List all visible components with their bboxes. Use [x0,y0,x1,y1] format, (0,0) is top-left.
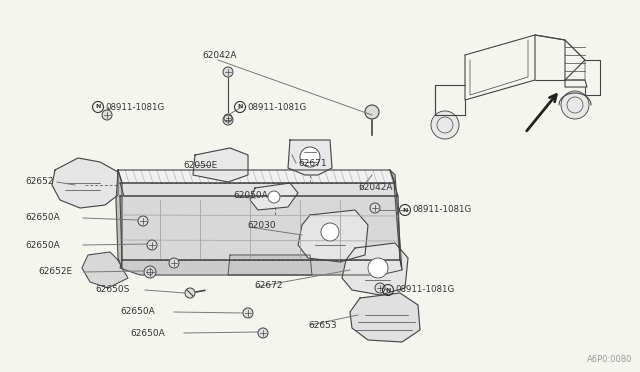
Polygon shape [350,293,420,342]
Polygon shape [116,170,122,268]
Circle shape [431,111,459,139]
Circle shape [144,266,156,278]
Circle shape [321,223,339,241]
Text: N: N [403,208,408,212]
Polygon shape [250,183,298,210]
Circle shape [138,216,148,226]
Polygon shape [120,260,402,275]
Text: 62650A: 62650A [120,308,155,317]
Text: 62652: 62652 [25,177,54,186]
Circle shape [102,110,112,120]
Text: N: N [237,105,243,109]
Text: 62652E: 62652E [38,267,72,276]
Text: 62030: 62030 [247,221,276,230]
Polygon shape [118,170,395,183]
Polygon shape [342,243,408,295]
Circle shape [223,67,233,77]
Polygon shape [228,255,312,275]
Polygon shape [390,170,402,270]
Text: 62672: 62672 [254,280,282,289]
Text: 62671: 62671 [298,158,326,167]
Polygon shape [120,196,400,260]
Circle shape [169,258,179,268]
Text: 62650A: 62650A [25,214,60,222]
Text: 62650A: 62650A [25,241,60,250]
Circle shape [185,288,195,298]
Text: 62653: 62653 [308,321,337,330]
Circle shape [147,240,157,250]
Text: 62042A: 62042A [203,51,237,60]
Polygon shape [288,140,332,175]
Text: A6P0:0080: A6P0:0080 [587,355,632,364]
Text: 08911-1081G: 08911-1081G [396,285,455,295]
Circle shape [365,105,379,119]
Circle shape [243,308,253,318]
Polygon shape [298,210,368,262]
Circle shape [368,258,388,278]
Circle shape [375,283,385,293]
Polygon shape [52,158,118,208]
Text: N: N [385,288,390,292]
Text: N: N [95,105,100,109]
Text: 62050E: 62050E [183,160,217,170]
Circle shape [223,115,233,125]
Text: 62650S: 62650S [95,285,129,295]
Circle shape [258,328,268,338]
Polygon shape [193,148,248,182]
Circle shape [224,114,232,122]
Text: 08911-1081G: 08911-1081G [413,205,472,215]
Text: 62050A: 62050A [233,190,268,199]
Text: 08911-1081G: 08911-1081G [248,103,307,112]
Circle shape [561,91,589,119]
Circle shape [268,191,280,203]
Text: 62650A: 62650A [130,328,164,337]
Text: 62042A: 62042A [358,183,392,192]
Polygon shape [120,183,398,196]
Circle shape [300,147,320,167]
Circle shape [370,203,380,213]
Text: 08911-1081G: 08911-1081G [106,103,164,112]
Polygon shape [82,252,128,288]
